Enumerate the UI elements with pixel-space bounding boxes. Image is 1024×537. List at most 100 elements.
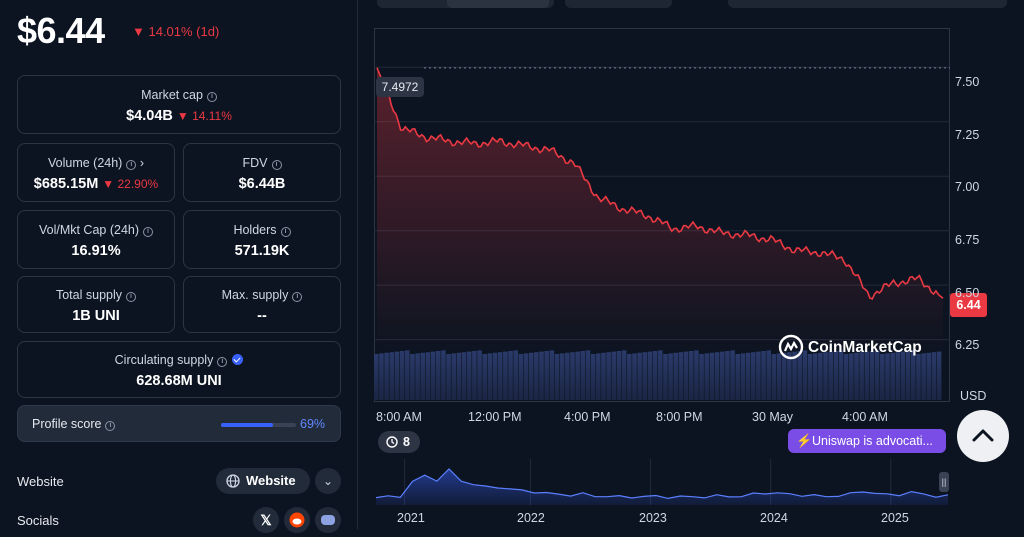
chart-range-toggle[interactable] xyxy=(728,0,1007,8)
y-tick: 6.75 xyxy=(955,233,980,247)
volume-bar xyxy=(585,350,591,400)
verified-check-icon xyxy=(232,354,244,365)
volume-bar xyxy=(528,352,534,400)
volume-bar xyxy=(456,352,462,400)
volume-bar xyxy=(895,352,901,400)
price-change: ▼ 14.01% (1d) xyxy=(132,24,220,39)
info-icon[interactable]: i xyxy=(143,227,154,237)
volume-bar xyxy=(642,352,648,400)
volume-change: ▼ 22.90% xyxy=(102,177,159,191)
overview-handle[interactable]: || xyxy=(939,472,949,492)
history-count: 8 xyxy=(403,435,410,449)
volume-bar xyxy=(688,351,694,400)
volume-bar xyxy=(673,352,679,400)
x-tick: 4:00 AM xyxy=(842,410,888,424)
volume-bar xyxy=(508,351,513,400)
x-twitter-icon[interactable]: 𝕏 xyxy=(253,507,279,533)
profile-score-bar xyxy=(221,423,296,427)
website-dropdown-button[interactable]: ⌄ xyxy=(315,468,341,494)
socials-label: Socials xyxy=(17,513,59,528)
y-tick: 7.00 xyxy=(955,180,980,194)
volume-bar xyxy=(627,354,632,400)
overview-navigator[interactable] xyxy=(376,459,948,505)
volume-bar xyxy=(823,352,828,400)
volume-label: Volume (24h) xyxy=(47,156,123,170)
price-area xyxy=(377,67,943,353)
volume-bar xyxy=(849,353,854,400)
info-icon[interactable]: i xyxy=(206,92,217,102)
volume-bar xyxy=(709,352,715,400)
circulating-supply-card[interactable]: Circulating supply i 628.68M UNI xyxy=(17,341,341,398)
volume-bar xyxy=(632,353,637,400)
holders-value: 571.19K xyxy=(234,243,290,259)
info-icon[interactable]: i xyxy=(292,292,303,302)
reddit-icon[interactable] xyxy=(284,507,310,533)
volume-bar xyxy=(781,352,787,400)
holders-card[interactable]: Holders i 571.19K xyxy=(183,210,341,269)
y-unit-label: USD xyxy=(960,389,987,403)
profile-score-percent: 69% xyxy=(300,417,326,431)
volume-bar xyxy=(374,354,379,400)
volume-bar xyxy=(714,352,720,400)
volume-bar xyxy=(740,353,746,400)
volume-bar xyxy=(441,350,446,400)
volume-bar xyxy=(518,354,524,400)
volume-bar xyxy=(415,353,420,400)
volume-bar xyxy=(683,351,689,400)
volume-bar xyxy=(616,351,622,400)
volume-card[interactable]: Volume (24h) i › $685.15M ▼ 22.90% xyxy=(17,143,175,202)
volume-bar xyxy=(606,352,611,400)
website-label: Website xyxy=(17,474,64,489)
chart-tab-bar[interactable] xyxy=(377,0,554,8)
volume-bar xyxy=(719,351,725,400)
website-button-label: Website xyxy=(246,473,296,488)
volume-bar xyxy=(466,351,472,400)
info-icon[interactable]: i xyxy=(126,160,137,170)
website-button[interactable]: Website xyxy=(216,468,310,494)
y-tick: 7.50 xyxy=(955,75,980,89)
chart-type-toggle[interactable] xyxy=(565,0,672,8)
discord-icon[interactable] xyxy=(315,507,341,533)
market-cap-card[interactable]: Market cap i $4.04B ▼ 14.11% xyxy=(17,75,341,134)
volume-bar xyxy=(890,352,895,400)
volume-bar xyxy=(523,353,529,400)
volume-bar xyxy=(554,354,560,400)
volume-bar xyxy=(497,352,503,400)
current-price: $6.44 xyxy=(17,10,105,51)
volume-bar xyxy=(596,353,601,400)
volume-bar xyxy=(570,352,575,400)
total-supply-label: Total supply xyxy=(55,288,122,302)
volume-bar xyxy=(621,350,627,400)
volume-bar xyxy=(513,350,518,400)
info-icon[interactable]: i xyxy=(280,227,291,237)
info-icon[interactable]: i xyxy=(271,160,282,170)
year-label: 2023 xyxy=(639,511,667,525)
info-icon[interactable]: i xyxy=(126,292,136,302)
scroll-to-top-button[interactable] xyxy=(957,410,1009,462)
price-chart[interactable] xyxy=(374,28,950,402)
volume-bar xyxy=(792,351,797,400)
chart-tab-active[interactable] xyxy=(447,0,549,8)
volume-bar xyxy=(678,352,684,400)
volume-bar xyxy=(652,351,658,400)
volume-value: $685.15M xyxy=(33,176,99,192)
holders-label: Holders xyxy=(233,223,277,237)
total-supply-card[interactable]: Total supply i 1B UNI xyxy=(17,276,175,333)
volume-bar xyxy=(399,351,405,400)
volume-bar xyxy=(410,354,415,400)
volume-bar xyxy=(472,351,477,400)
history-button[interactable]: 8 xyxy=(378,431,420,453)
news-alert-button[interactable]: ⚡ Uniswap is advocati... xyxy=(788,429,946,453)
profile-score[interactable]: Profile score i 69% xyxy=(17,405,341,442)
high-price-label: 7.4972 xyxy=(376,77,424,97)
max-supply-card[interactable]: Max. supply i -- xyxy=(183,276,341,333)
info-icon[interactable]: i xyxy=(105,421,116,431)
volume-bar xyxy=(611,351,617,400)
fdv-card[interactable]: FDV i $6.44B xyxy=(183,143,341,202)
max-supply-value: -- xyxy=(257,308,267,324)
vol-mkt-card[interactable]: Vol/Mkt Cap (24h) i 16.91% xyxy=(17,210,175,269)
chevron-down-icon: ⌄ xyxy=(322,474,334,488)
chevron-right-icon[interactable]: › xyxy=(139,156,144,170)
info-icon[interactable]: i xyxy=(217,357,228,367)
volume-bar xyxy=(384,352,389,400)
